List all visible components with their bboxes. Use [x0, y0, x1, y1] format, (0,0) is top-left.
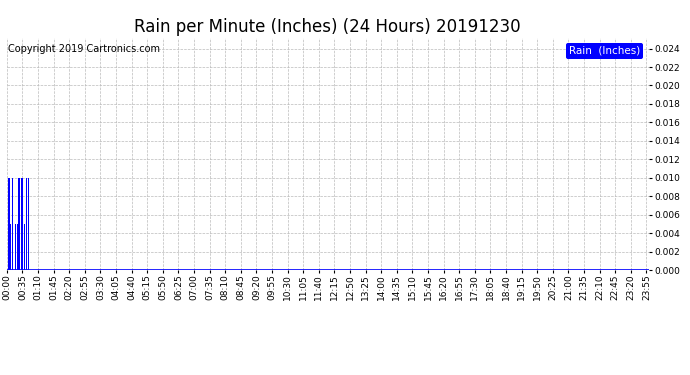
Bar	[8, 178, 9, 270]
Bar	[10, 224, 11, 270]
Bar	[75, 178, 77, 270]
Bar	[12, 178, 13, 270]
Bar	[21, 178, 22, 270]
Bar	[28, 178, 29, 270]
Text: Copyright 2019 Cartronics.com: Copyright 2019 Cartronics.com	[8, 45, 160, 54]
Bar	[17, 224, 18, 270]
Bar	[18, 178, 19, 270]
Bar	[24, 224, 25, 270]
Bar	[9, 178, 10, 270]
Title: Rain per Minute (Inches) (24 Hours) 20191230: Rain per Minute (Inches) (24 Hours) 2019…	[135, 18, 521, 36]
Legend: Rain  (Inches): Rain (Inches)	[566, 43, 643, 59]
Bar	[15, 224, 16, 270]
Bar	[19, 178, 20, 270]
